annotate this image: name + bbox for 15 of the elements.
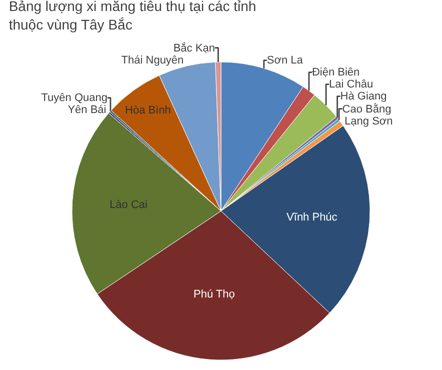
slice-label: Thái Nguyên [121, 54, 184, 66]
slice-label: Vĩnh Phúc [286, 212, 338, 224]
slice-label: Hà Giang [340, 90, 387, 102]
slice-label: Lai Châu [329, 78, 374, 90]
slice-label: Điện Biên [312, 66, 360, 78]
slice-label: Lạng Sơn [344, 115, 393, 128]
slice-label: Hòa Bình [125, 104, 171, 117]
chart-title: Bảng lượng xi măng tiêu thụ tại các tỉnh thuộc vùng Tây Bắc [8, 0, 256, 32]
slice-label: Phú Thọ [193, 288, 235, 300]
slice-label: Bắc Kạn [173, 41, 215, 54]
slice-label: Tuyên Quang [41, 92, 108, 104]
slice-label: Sơn La [266, 54, 304, 66]
slice-label: Lào Cai [110, 199, 148, 212]
slice-label: Yên Bái [68, 104, 106, 116]
slice-label: Cao Bằng [342, 102, 392, 116]
